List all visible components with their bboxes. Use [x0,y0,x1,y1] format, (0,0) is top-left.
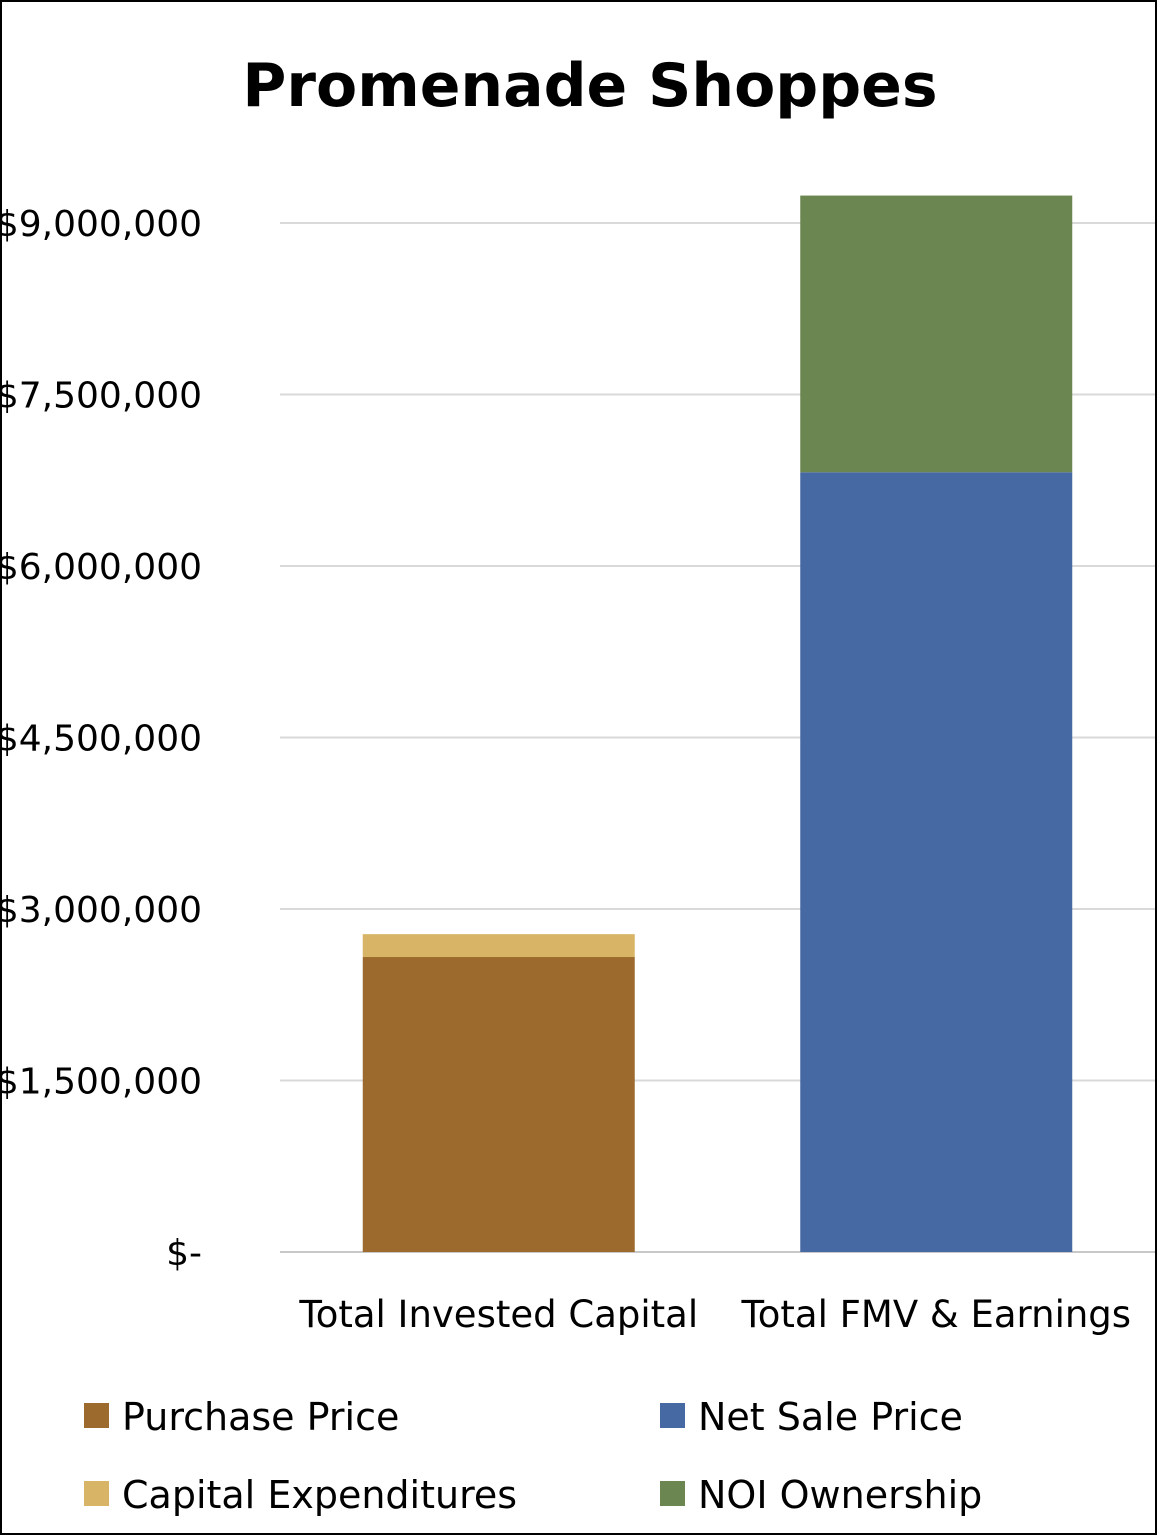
x-category-label: Total FMV & Earnings [740,1293,1131,1336]
chart-title: Promenade Shoppes [242,51,937,121]
y-tick-label: $- [166,1233,202,1274]
bar-capital-expenditures [362,934,635,958]
legend-label-capital-expenditures: Capital Expenditures [122,1473,517,1517]
legend-label-noi-ownership: NOI Ownership [698,1473,982,1517]
y-tick-label: $3,000,000 [2,890,202,931]
y-tick-label: $1,500,000 [2,1062,202,1103]
legend-label-net-sale-price: Net Sale Price [698,1395,963,1439]
y-tick-label: $9,000,000 [2,204,202,245]
legend-label-purchase-price: Purchase Price [122,1395,399,1439]
legend-swatch-noi-ownership [660,1481,685,1506]
legend-swatch-capital-expenditures [84,1481,109,1506]
bar-net-sale-price [800,472,1073,1252]
legend-swatch-net-sale-price [660,1403,685,1428]
legend-swatch-purchase-price [84,1403,109,1428]
y-tick-label: $6,000,000 [2,547,202,588]
bar-purchase-price [362,957,635,1252]
y-tick-label: $7,500,000 [2,376,202,417]
y-tick-label: $4,500,000 [2,719,202,760]
bar-noi-ownership [800,195,1073,473]
x-category-label: Total Invested Capital [298,1293,698,1336]
